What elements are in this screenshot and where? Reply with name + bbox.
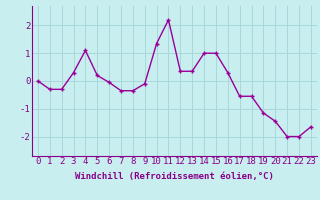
- X-axis label: Windchill (Refroidissement éolien,°C): Windchill (Refroidissement éolien,°C): [75, 172, 274, 181]
